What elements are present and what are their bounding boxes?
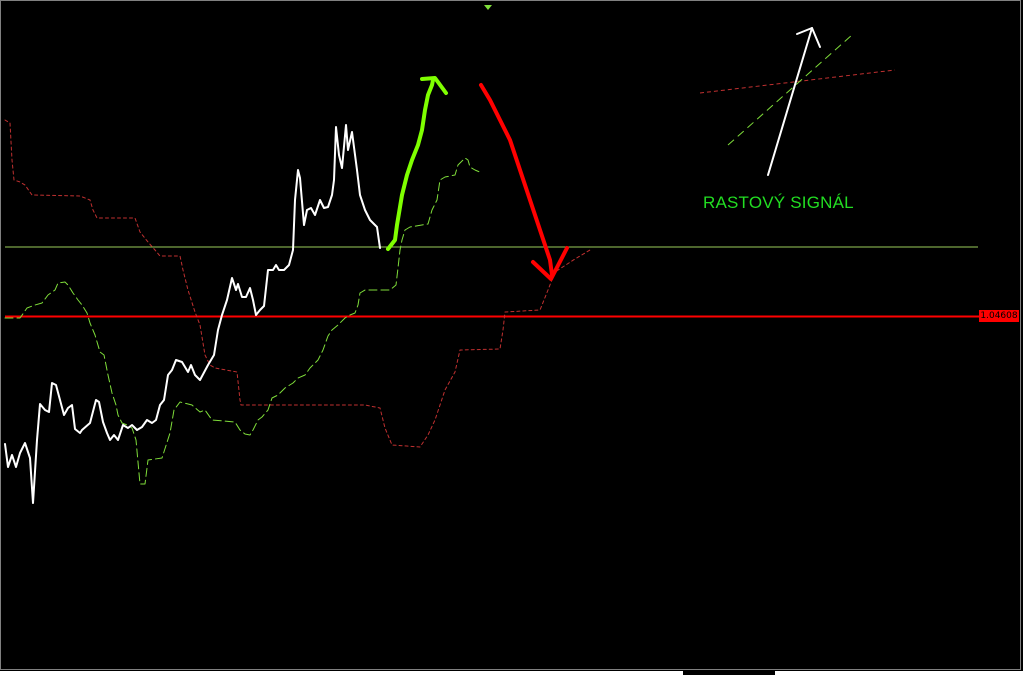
current-price-label: 1.04608 [979,310,1019,322]
sketch-up-arrow-icon [767,27,813,176]
up-arrowhead-icon [420,76,448,95]
down-arrow-icon [479,83,554,277]
up-arrow-icon [386,78,435,251]
price-series [4,124,381,504]
signal-annotation: RASTOVÝ SIGNÁL [703,193,854,212]
shift-marker-icon [484,5,492,10]
sketch-arrowhead-icon [796,27,821,48]
sketch-green-line [727,34,853,146]
sketch-red-line [699,69,896,94]
bottom-scrollbar[interactable] [0,671,1023,675]
scrollbar-gap [683,671,775,675]
down-arrowhead-icon [531,246,569,281]
upper-line-series [4,119,591,448]
lagging-line-series [4,157,483,485]
